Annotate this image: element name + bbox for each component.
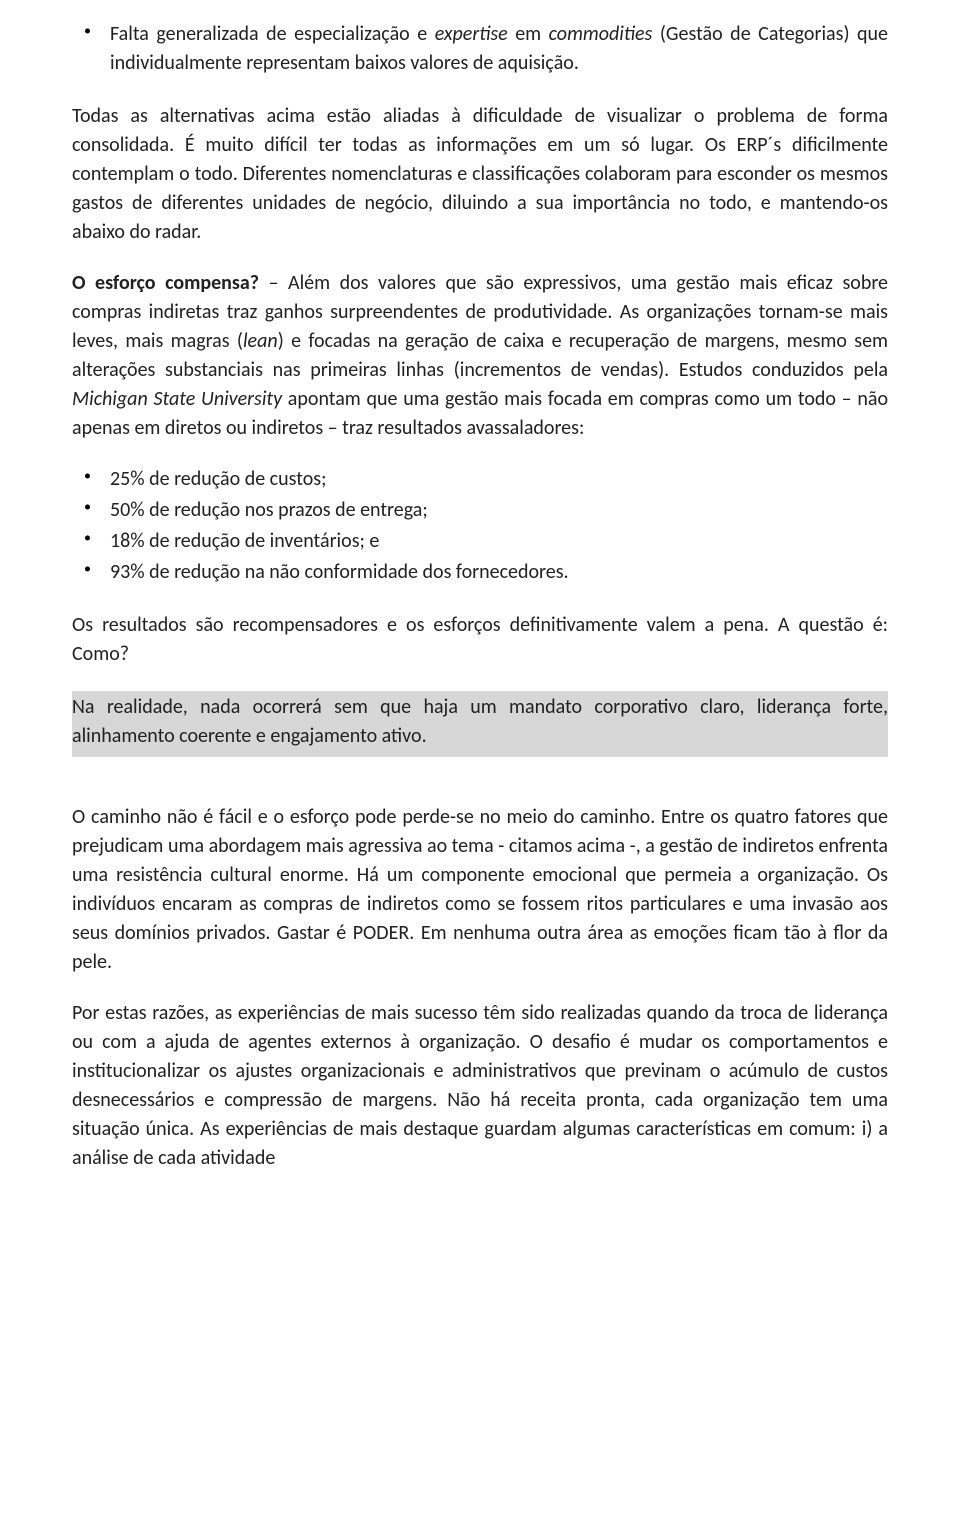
- text: Falta generalizada de especialização e: [110, 22, 435, 46]
- italic-text: Michigan State University: [72, 387, 282, 411]
- bullet-item: 93% de redução na não conformidade dos f…: [110, 558, 888, 587]
- bullet-item: 50% de redução nos prazos de entrega;: [110, 496, 888, 525]
- text: em: [508, 22, 549, 46]
- paragraph: O caminho não é fácil e o esforço pode p…: [72, 803, 888, 977]
- italic-text: expertise: [435, 22, 508, 46]
- results-bullet-list: 25% de redução de custos; 50% de redução…: [72, 465, 888, 587]
- intro-bullet-list: Falta generalizada de especialização e e…: [72, 20, 888, 78]
- bullet-item: Falta generalizada de especialização e e…: [110, 20, 888, 78]
- paragraph: O esforço compensa? – Além dos valores q…: [72, 269, 888, 443]
- bullet-item: 18% de redução de inventários; e: [110, 527, 888, 556]
- bold-lead: O esforço compensa?: [72, 271, 259, 295]
- italic-text: lean: [243, 329, 278, 353]
- paragraph: Por estas razões, as experiências de mai…: [72, 999, 888, 1173]
- italic-text: commodities: [549, 22, 653, 46]
- bullet-item: 25% de redução de custos;: [110, 465, 888, 494]
- highlight-text: Na realidade, nada ocorrerá sem que haja…: [72, 695, 888, 748]
- paragraph: Os resultados são recompensadores e os e…: [72, 611, 888, 669]
- highlight-box: Na realidade, nada ocorrerá sem que haja…: [72, 691, 888, 757]
- paragraph: Todas as alternativas acima estão aliada…: [72, 102, 888, 247]
